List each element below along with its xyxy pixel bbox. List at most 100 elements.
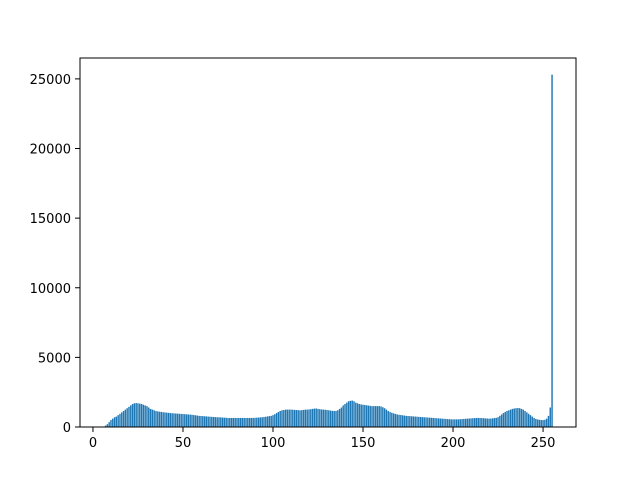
bar (466, 418, 469, 427)
bar (139, 403, 141, 427)
bar (259, 417, 262, 427)
bar (301, 410, 303, 427)
bar (454, 419, 456, 427)
bar (418, 416, 420, 427)
bar (506, 410, 508, 427)
bar (518, 408, 521, 427)
bar (504, 411, 506, 427)
bar (351, 400, 353, 427)
bar (216, 417, 218, 427)
bar (322, 409, 325, 427)
bar (412, 416, 415, 427)
bar (151, 409, 154, 427)
bar (398, 414, 400, 427)
bar (175, 413, 177, 427)
bar (290, 409, 292, 427)
bar (410, 416, 413, 427)
bar (488, 418, 490, 427)
bar (329, 410, 332, 427)
bar (344, 404, 346, 427)
bar (304, 409, 307, 427)
bar (297, 410, 299, 427)
bar (248, 417, 251, 427)
bar (335, 410, 337, 427)
bar (207, 416, 209, 427)
bar (538, 419, 541, 427)
bar (515, 408, 517, 427)
bar (419, 416, 422, 427)
bar (452, 419, 454, 427)
x-tick-label: 0 (89, 436, 97, 451)
bar (337, 410, 339, 427)
bar (284, 409, 287, 427)
y-tick-label: 15000 (30, 212, 71, 227)
bar (131, 404, 134, 427)
y-tick-label: 0 (63, 421, 71, 436)
bar (446, 419, 449, 427)
bar (475, 417, 478, 427)
bar (427, 417, 429, 427)
bar (272, 415, 274, 427)
bar (293, 409, 296, 427)
bar (509, 409, 512, 427)
y-tick-label: 20000 (30, 143, 71, 158)
bar (279, 410, 281, 427)
bar (549, 407, 551, 427)
bar (531, 416, 533, 427)
bar (484, 418, 487, 427)
bar (299, 410, 301, 427)
bar (122, 410, 125, 427)
bar (214, 417, 217, 427)
bar (126, 408, 128, 427)
bar (328, 410, 330, 427)
bar (502, 413, 505, 427)
bar (432, 417, 434, 427)
bar (547, 415, 550, 427)
bar (245, 417, 247, 427)
bar (500, 414, 503, 427)
bar (392, 413, 395, 427)
bar (320, 409, 323, 427)
bar (391, 412, 393, 427)
bar (185, 414, 188, 427)
bar (184, 414, 186, 427)
bar (317, 408, 319, 427)
bar (455, 419, 458, 427)
bar (315, 408, 317, 427)
bar (436, 418, 438, 427)
y-tick-label: 10000 (30, 282, 71, 297)
bar (166, 412, 168, 427)
bar (162, 412, 164, 427)
bar (252, 417, 254, 427)
bar (439, 418, 442, 427)
bar (241, 417, 244, 427)
bar (250, 417, 253, 427)
bar (153, 410, 155, 427)
bar (529, 415, 532, 427)
bar (376, 406, 379, 427)
bar (180, 413, 182, 427)
bar (119, 413, 121, 427)
bar (371, 406, 373, 427)
bar (256, 417, 258, 427)
bar (468, 418, 470, 427)
bar (463, 418, 465, 427)
bar (220, 417, 222, 427)
bar (481, 418, 483, 427)
bar (342, 405, 344, 427)
bar (144, 405, 146, 427)
bar (142, 404, 145, 427)
bar (223, 417, 226, 427)
bar (369, 405, 371, 427)
bar (374, 406, 377, 427)
bar (189, 414, 191, 427)
bar (198, 415, 200, 427)
bar (349, 400, 352, 427)
bar (517, 408, 519, 427)
bar (187, 414, 190, 427)
y-tick-label: 25000 (30, 73, 71, 88)
bar (542, 420, 544, 427)
bar (261, 417, 263, 427)
bar (311, 408, 314, 427)
bar (254, 417, 256, 427)
